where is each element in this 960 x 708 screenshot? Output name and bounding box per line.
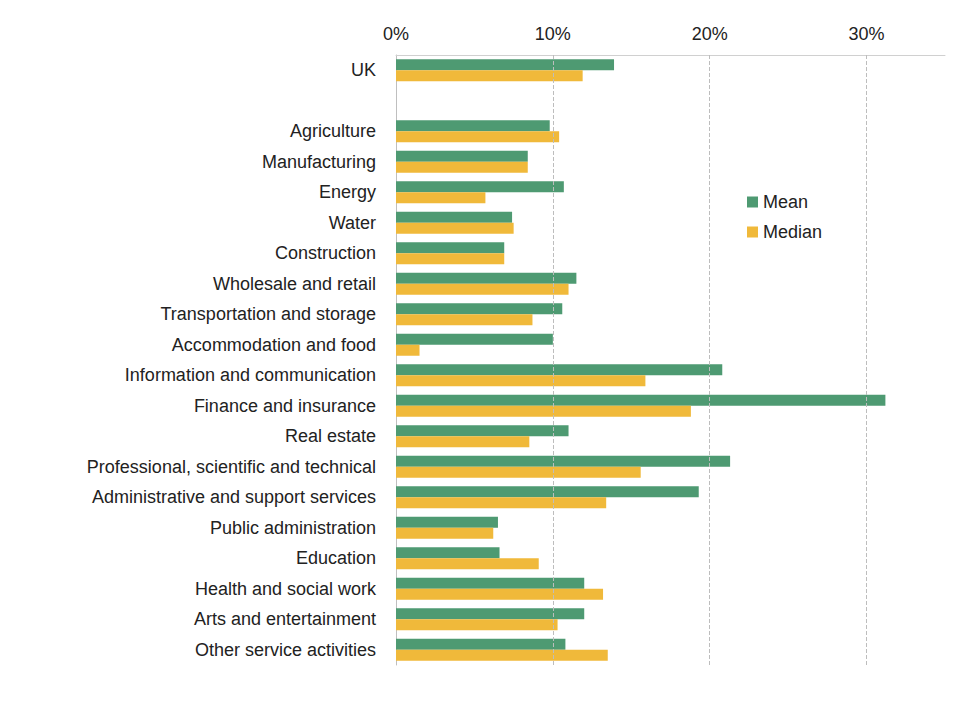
- svg-text:Real estate: Real estate: [285, 426, 376, 446]
- svg-text:Construction: Construction: [275, 243, 376, 263]
- svg-text:Health and social work: Health and social work: [195, 579, 377, 599]
- svg-text:Other service activities: Other service activities: [195, 640, 376, 660]
- svg-text:20%: 20%: [692, 24, 728, 44]
- svg-text:Public administration: Public administration: [210, 518, 376, 538]
- svg-text:Water: Water: [329, 213, 376, 233]
- svg-text:UK: UK: [351, 60, 376, 80]
- svg-text:Mean: Mean: [763, 192, 808, 212]
- svg-text:Energy: Energy: [319, 182, 376, 202]
- svg-text:Administrative and support ser: Administrative and support services: [92, 487, 376, 507]
- svg-text:10%: 10%: [535, 24, 571, 44]
- svg-text:Finance and insurance: Finance and insurance: [194, 396, 376, 416]
- svg-text:Wholesale and retail: Wholesale and retail: [213, 274, 376, 294]
- svg-text:Manufacturing: Manufacturing: [262, 152, 376, 172]
- svg-text:30%: 30%: [849, 24, 885, 44]
- svg-text:Information and communication: Information and communication: [125, 365, 376, 385]
- svg-text:Transportation and storage: Transportation and storage: [161, 304, 376, 324]
- svg-text:Median: Median: [763, 222, 822, 242]
- svg-text:0%: 0%: [383, 24, 409, 44]
- svg-text:Professional, scientific and t: Professional, scientific and technical: [87, 457, 376, 477]
- svg-text:Education: Education: [296, 548, 376, 568]
- svg-text:Agriculture: Agriculture: [290, 121, 376, 141]
- svg-text:Arts and entertainment: Arts and entertainment: [194, 609, 376, 629]
- svg-text:Accommodation and food: Accommodation and food: [172, 335, 376, 355]
